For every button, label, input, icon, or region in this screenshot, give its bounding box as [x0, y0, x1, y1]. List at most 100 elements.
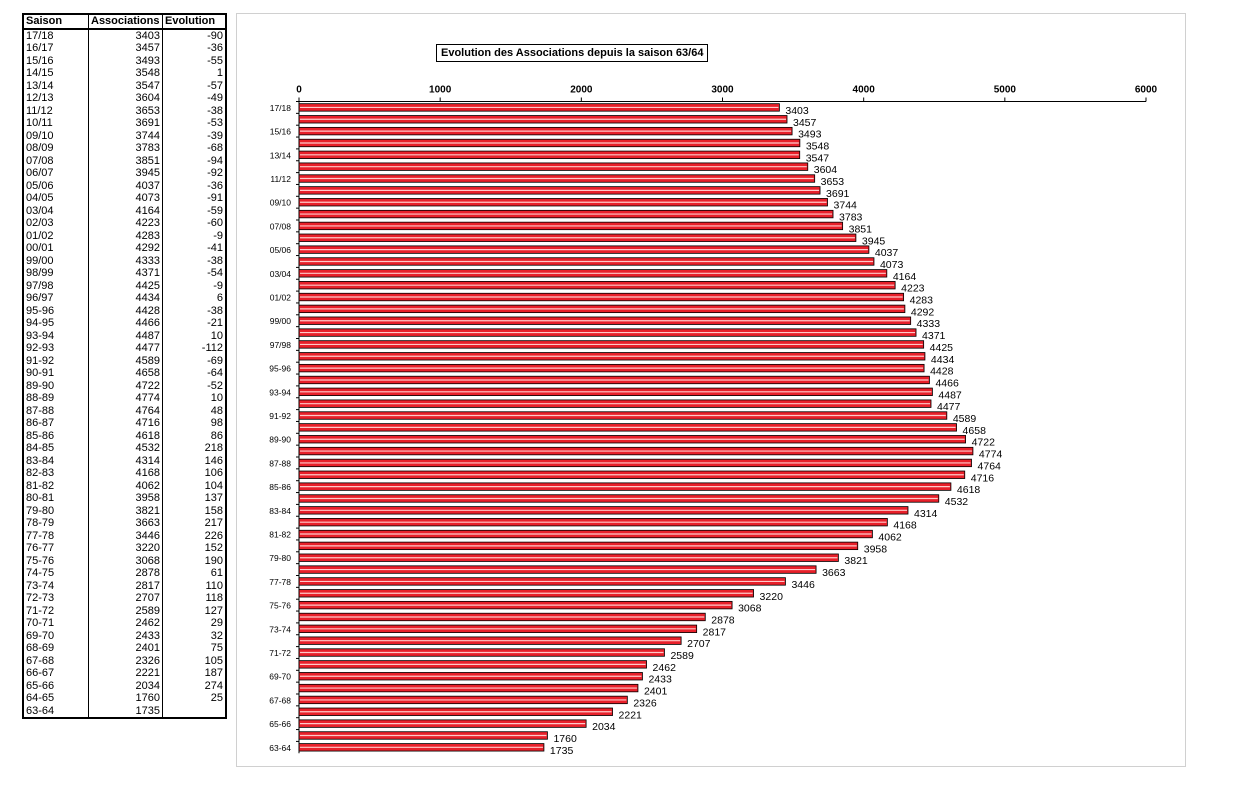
table-row: 85-86 4618 86: [23, 429, 226, 442]
cell-associations: 1735: [88, 704, 163, 718]
cell-saison: 77-78: [26, 529, 55, 542]
chart-title: Evolution des Associations depuis la sai…: [436, 44, 709, 62]
data-label: 2034: [592, 721, 616, 733]
cell-associations: 2878: [88, 567, 163, 580]
table-row: 10/11 3691 -53: [23, 117, 226, 130]
x-tick-label: 0: [296, 85, 302, 96]
table-row: 88-89 4774 10: [23, 392, 226, 405]
cell-evolution: -38: [162, 254, 226, 267]
cell-evolution: -38: [162, 104, 226, 117]
category-label: 97/98: [270, 340, 292, 350]
table-row: 74-75 2878 61: [23, 567, 226, 580]
cell-evolution: -57: [162, 79, 226, 92]
cell-saison: 12/13: [26, 92, 54, 105]
data-label: 3446: [791, 579, 815, 591]
category-label: 91-92: [269, 411, 291, 421]
data-label: 4283: [910, 295, 934, 307]
cell-associations: 4477: [88, 342, 163, 355]
cell-evolution: 190: [162, 554, 226, 567]
cell-associations: 4716: [88, 417, 163, 430]
cell-evolution: -90: [162, 28, 226, 42]
cell-associations: 4292: [88, 242, 163, 255]
category-label: 95-96: [269, 364, 291, 374]
cell-associations: 4164: [88, 204, 163, 217]
cell-evolution: -60: [162, 217, 226, 230]
table-row: 09/10 3744 -39: [23, 129, 226, 142]
cell-associations: 3446: [88, 529, 163, 542]
table-row: 87-88 4764 48: [23, 404, 226, 417]
cell-saison: 82-83: [26, 467, 55, 480]
cell-evolution: [162, 704, 226, 718]
cell-associations: 4532: [88, 442, 163, 455]
cell-evolution: -39: [162, 129, 226, 142]
table-row: 06/07 3945 -92: [23, 167, 226, 180]
data-label: 3547: [806, 152, 830, 164]
cell-associations: 3744: [88, 129, 163, 142]
cell-associations: 2462: [88, 617, 163, 630]
cell-saison: 71-72: [26, 604, 55, 617]
cell-evolution: 127: [162, 604, 226, 617]
cell-saison: 67-68: [26, 654, 55, 667]
cell-saison: 88-89: [26, 392, 55, 405]
data-label: 4073: [880, 259, 904, 271]
cell-saison: 63-64: [26, 704, 55, 717]
cell-saison: 07/08: [26, 154, 54, 167]
cell-associations: 3691: [88, 117, 163, 130]
cell-associations: 4333: [88, 254, 163, 267]
table-row: 71-72 2589 127: [23, 604, 226, 617]
cell-evolution: 104: [162, 479, 226, 492]
cell-saison: 01/02: [26, 229, 54, 242]
cell-evolution: 106: [162, 467, 226, 480]
cell-associations: 4223: [88, 217, 163, 230]
table-row: 73-74 2817 110: [23, 579, 226, 592]
cell-saison: 14/15: [26, 67, 54, 80]
data-label: 3958: [864, 543, 888, 555]
cell-evolution: -68: [162, 142, 226, 155]
data-label: 4658: [963, 425, 987, 437]
data-label: 3457: [793, 117, 817, 129]
cell-associations: 3493: [88, 54, 163, 67]
category-label: 09/10: [270, 198, 292, 208]
table-row: 65-66 2034 274: [23, 679, 226, 692]
cell-evolution: 6: [162, 292, 226, 305]
data-label: 2707: [687, 638, 711, 650]
data-label: 4425: [930, 342, 954, 354]
cell-evolution: -9: [162, 279, 226, 292]
data-label: 4371: [922, 330, 946, 342]
cell-saison: 16/17: [26, 42, 54, 55]
cell-evolution: 118: [162, 592, 226, 605]
data-label: 4223: [901, 283, 925, 295]
data-label: 3945: [862, 235, 886, 247]
cell-associations: 3547: [88, 79, 163, 92]
cell-associations: 2433: [88, 629, 163, 642]
data-label: 4292: [911, 306, 935, 318]
cell-associations: 3653: [88, 104, 163, 117]
cell-associations: 4314: [88, 454, 163, 467]
data-label: 2589: [670, 650, 694, 662]
data-label: 4434: [931, 354, 955, 366]
cell-evolution: 98: [162, 417, 226, 430]
data-label: 3548: [806, 140, 830, 152]
table-row: 98/99 4371 -54: [23, 267, 226, 280]
category-label: 11/12: [270, 174, 291, 184]
table-row: 93-94 4487 10: [23, 329, 226, 342]
data-label: 2878: [711, 614, 735, 626]
table-row: 84-85 4532 218: [23, 442, 226, 455]
x-tick-label: 6000: [1135, 85, 1158, 96]
data-label: 2817: [703, 626, 727, 638]
data-label: 4314: [914, 508, 938, 520]
table-row: 14/15 3548 1: [23, 67, 226, 80]
category-label: 03/04: [270, 269, 292, 279]
category-label: 07/08: [270, 221, 292, 231]
category-label: 01/02: [270, 293, 292, 303]
data-label: 4466: [935, 377, 959, 389]
cell-associations: 4487: [88, 329, 163, 342]
cell-saison: 73-74: [26, 579, 55, 592]
cell-saison: 85-86: [26, 429, 55, 442]
cell-associations: 4764: [88, 404, 163, 417]
data-label: 4716: [971, 472, 995, 484]
cell-saison: 15/16: [26, 54, 54, 67]
data-label: 1735: [550, 745, 574, 757]
cell-associations: 3663: [88, 517, 163, 530]
cell-associations: 3851: [88, 154, 163, 167]
